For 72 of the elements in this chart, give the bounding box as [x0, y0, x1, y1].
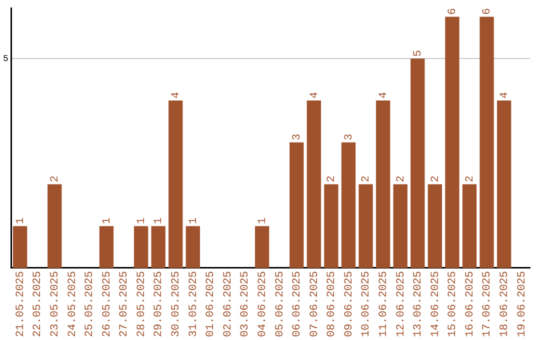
x-tick-label: 08.06.2025	[326, 270, 338, 338]
data-label: 1	[153, 217, 166, 224]
data-label: 4	[308, 92, 321, 99]
x-tick-label: 21.05.2025	[14, 270, 27, 338]
bar	[341, 142, 356, 268]
x-tick-label: 26.05.2025	[101, 270, 114, 338]
data-label: 6	[447, 8, 460, 15]
bar	[12, 226, 28, 268]
bar	[376, 100, 390, 268]
x-tick-label: 14.06.2025	[430, 270, 442, 338]
data-label: 1	[136, 217, 148, 224]
x-tick-label: 03.06.2025	[240, 270, 252, 338]
bar	[48, 184, 62, 268]
x-tick-label: 01.06.2025	[205, 270, 218, 338]
data-label: 4	[498, 92, 511, 99]
bar	[99, 226, 114, 268]
bar	[306, 100, 322, 268]
x-tick-label: 19.06.2025	[516, 270, 528, 338]
x-tick-label: 07.06.2025	[308, 270, 321, 338]
x-tick-label: 04.06.2025	[256, 270, 269, 338]
data-label: 3	[343, 134, 356, 140]
data-label: 3	[292, 134, 304, 140]
bar	[445, 16, 460, 268]
bar	[496, 100, 512, 268]
x-tick-label: 16.06.2025	[464, 270, 476, 338]
bar	[358, 184, 373, 268]
x-tick-label: 17.06.2025	[482, 270, 494, 338]
data-label: 5	[412, 50, 425, 57]
data-label: 2	[464, 176, 476, 182]
x-tick-label: 28.05.2025	[136, 270, 148, 338]
x-tick-label: 24.05.2025	[66, 270, 79, 338]
x-tick-label: 27.05.2025	[118, 270, 131, 338]
x-tick-label: 02.06.2025	[222, 270, 234, 338]
x-tick-label: 05.06.2025	[274, 270, 286, 338]
bar	[168, 100, 183, 268]
data-label: 6	[482, 8, 494, 15]
bar	[151, 226, 166, 268]
bar	[480, 16, 494, 268]
data-label: 4	[170, 92, 183, 99]
data-label: 4	[378, 92, 390, 99]
data-label: 2	[430, 176, 442, 182]
data-label: 1	[14, 217, 27, 224]
bar	[324, 184, 338, 268]
bar	[186, 226, 200, 268]
bar	[290, 142, 304, 268]
data-label: 2	[326, 176, 338, 182]
data-label: 1	[101, 217, 114, 224]
bar	[254, 226, 270, 268]
x-tick-label: 09.06.2025	[343, 270, 356, 338]
x-tick-label: 15.06.2025	[447, 270, 460, 338]
x-tick-label: 12.06.2025	[395, 270, 408, 338]
x-tick-label: 18.06.2025	[498, 270, 511, 338]
bar	[410, 58, 425, 268]
x-tick-label: 30.05.2025	[170, 270, 183, 338]
bar	[393, 184, 408, 268]
x-tick-label: 23.05.2025	[50, 270, 62, 338]
x-tick-label: 11.06.2025	[378, 270, 390, 338]
data-label: 2	[360, 176, 373, 182]
data-label: 2	[50, 176, 62, 182]
bar	[134, 226, 148, 268]
x-tick-label: 22.05.2025	[32, 270, 44, 338]
x-tick-label: 29.05.2025	[153, 270, 166, 338]
bar	[428, 184, 442, 268]
data-label: 2	[395, 176, 408, 182]
x-tick-label: 25.05.2025	[84, 270, 96, 338]
x-tick-label: 10.06.2025	[360, 270, 373, 338]
bar	[462, 184, 477, 268]
x-tick-label: 31.05.2025	[188, 270, 200, 338]
x-tick-label: 06.06.2025	[292, 270, 304, 338]
data-label: 1	[256, 217, 269, 224]
x-tick-label: 13.06.2025	[412, 270, 425, 338]
data-label: 1	[188, 217, 200, 224]
